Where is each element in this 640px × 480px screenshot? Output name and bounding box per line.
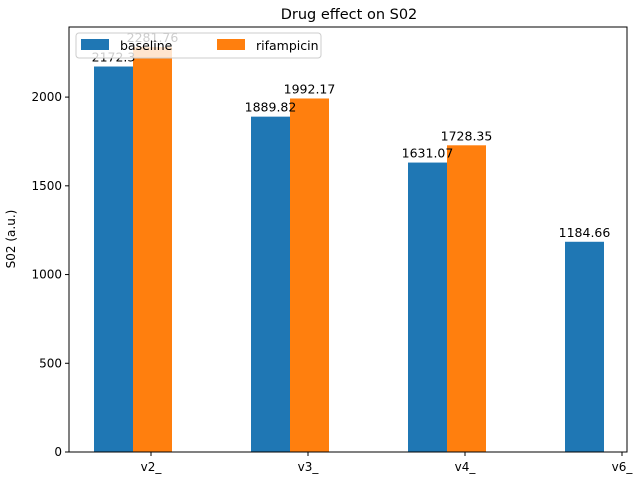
y-tick-label: 1000 <box>31 268 62 282</box>
x-tick-label: v3_ <box>298 460 320 474</box>
x-axis: v2_ v3_ v4_ v6_ <box>141 452 634 474</box>
y-tick-label: 500 <box>39 356 62 370</box>
data-label: 1889.82 <box>245 100 297 115</box>
bar-rifampicin <box>133 47 172 452</box>
legend-label-rifampicin: rifampicin <box>256 38 319 53</box>
bar-rifampicin <box>447 145 486 452</box>
y-tick-label: 0 <box>54 445 62 459</box>
plot-frame <box>68 26 628 453</box>
y-tick-label: 1500 <box>31 179 62 193</box>
bar-baseline <box>408 162 447 452</box>
x-tick-label: v6_ <box>612 460 634 474</box>
y-axis-label: S02 (a.u.) <box>4 210 18 269</box>
x-tick-label: v2_ <box>141 460 163 474</box>
x-tick-label: v4_ <box>455 460 477 474</box>
legend: baseline rifampicin <box>75 32 322 59</box>
bar-rifampicin <box>290 98 329 453</box>
chart-title: Drug effect on S02 <box>281 7 418 23</box>
data-label: 1992.17 <box>284 81 336 96</box>
legend-label-baseline: baseline <box>120 38 173 53</box>
data-label: 1728.35 <box>441 128 493 143</box>
legend-swatch-rifampicin <box>217 39 245 50</box>
bar-baseline <box>565 241 604 452</box>
legend-box <box>75 32 322 59</box>
data-label: 1631.07 <box>402 146 454 161</box>
y-tick-label: 2000 <box>31 90 62 104</box>
data-label: 1184.66 <box>559 225 611 240</box>
bars <box>94 47 604 453</box>
bar-baseline <box>251 116 290 452</box>
bar-baseline <box>94 66 133 452</box>
y-axis: 0 500 1000 1500 2000 <box>31 90 69 459</box>
legend-swatch-baseline <box>81 39 109 50</box>
